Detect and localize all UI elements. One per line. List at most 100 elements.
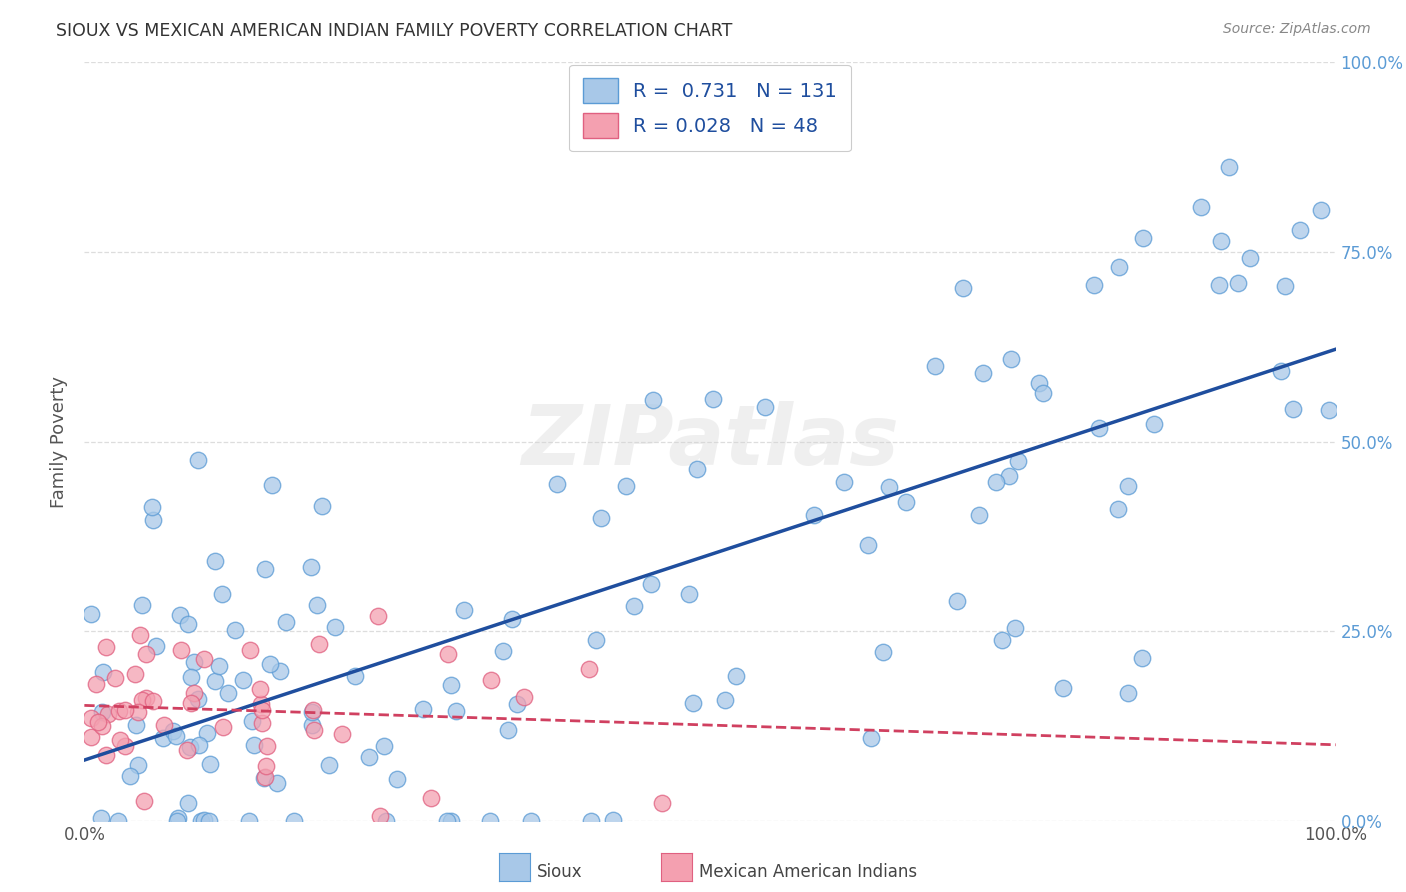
Point: [1274, 279, 1296, 293]
Point: [1319, 403, 1341, 417]
Point: [1032, 386, 1054, 401]
Point: [256, 758, 278, 772]
Point: [301, 705, 323, 719]
Point: [1208, 277, 1230, 292]
Point: [118, 769, 141, 783]
Point: [135, 647, 157, 661]
Point: [153, 717, 176, 731]
Point: [249, 682, 271, 697]
Point: [856, 538, 879, 552]
Point: [589, 511, 612, 525]
Point: [239, 642, 262, 657]
Point: [1239, 252, 1261, 266]
Point: [177, 797, 200, 811]
Point: [114, 703, 136, 717]
Point: [170, 643, 193, 657]
Point: [177, 617, 200, 632]
Point: [152, 731, 174, 746]
Point: [1083, 277, 1105, 292]
Text: Mexican American Indians: Mexican American Indians: [699, 863, 917, 881]
Point: [131, 599, 153, 613]
Point: [266, 776, 288, 790]
Point: [307, 598, 329, 612]
Point: [702, 392, 724, 406]
Point: [368, 809, 391, 823]
Point: [183, 655, 205, 669]
Point: [187, 692, 209, 706]
Point: [439, 814, 461, 828]
Point: [142, 513, 165, 527]
Point: [803, 508, 825, 522]
Point: [578, 662, 600, 676]
Point: [323, 620, 346, 634]
Point: [367, 608, 389, 623]
Point: [359, 749, 381, 764]
Point: [330, 727, 353, 741]
Point: [250, 715, 273, 730]
Point: [80, 711, 103, 725]
Point: [166, 814, 188, 828]
Point: [176, 742, 198, 756]
Point: [318, 757, 340, 772]
Point: [546, 476, 568, 491]
Point: [162, 723, 184, 738]
Point: [623, 599, 645, 613]
Point: [198, 756, 221, 771]
Point: [243, 738, 266, 752]
Point: [97, 707, 120, 722]
Point: [832, 475, 855, 490]
Point: [250, 697, 273, 711]
Point: [640, 576, 662, 591]
Point: [301, 703, 323, 717]
Point: [436, 647, 458, 661]
Point: [1116, 686, 1139, 700]
Point: [946, 594, 969, 608]
Point: [1004, 621, 1026, 635]
Text: Sioux: Sioux: [537, 863, 582, 881]
Point: [1189, 200, 1212, 214]
Point: [299, 560, 322, 574]
Point: [924, 359, 946, 373]
Point: [252, 703, 274, 717]
Point: [127, 705, 149, 719]
Point: [643, 393, 665, 408]
Point: [969, 508, 991, 522]
Point: [193, 652, 215, 666]
Point: [585, 632, 607, 647]
Point: [1310, 202, 1333, 217]
Point: [217, 686, 239, 700]
Point: [195, 725, 218, 739]
Point: [1028, 376, 1050, 391]
Legend: R =  0.731   N = 131, R = 0.028   N = 48: R = 0.731 N = 131, R = 0.028 N = 48: [569, 64, 851, 152]
Point: [1088, 421, 1111, 435]
Point: [129, 628, 152, 642]
Point: [877, 480, 900, 494]
Point: [238, 814, 260, 828]
Point: [498, 723, 520, 737]
Point: [420, 791, 443, 805]
Point: [302, 723, 325, 738]
Point: [1130, 650, 1153, 665]
Point: [952, 281, 974, 295]
Point: [232, 673, 254, 687]
Y-axis label: Family Poverty: Family Poverty: [51, 376, 69, 508]
Point: [479, 814, 502, 828]
Point: [108, 704, 131, 718]
Point: [506, 697, 529, 711]
Point: [198, 814, 221, 828]
Point: [724, 668, 747, 682]
Point: [754, 401, 776, 415]
Point: [520, 814, 543, 828]
Point: [269, 664, 291, 678]
Point: [87, 715, 110, 730]
Point: [991, 633, 1014, 648]
Point: [208, 658, 231, 673]
Point: [453, 602, 475, 616]
Point: [104, 671, 127, 685]
Point: [165, 729, 187, 743]
Point: [240, 714, 263, 728]
Point: [224, 623, 246, 637]
Point: [446, 704, 468, 718]
Point: [651, 796, 673, 810]
Point: [343, 669, 366, 683]
